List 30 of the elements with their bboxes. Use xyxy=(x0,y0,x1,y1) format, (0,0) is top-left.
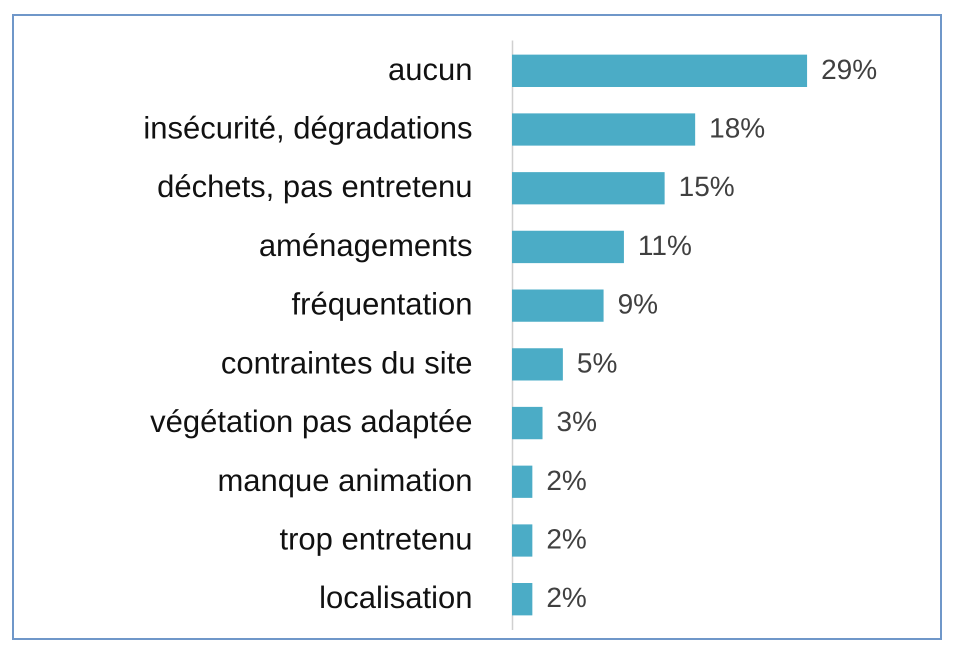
data-label: 3% xyxy=(556,406,597,438)
y-tick-label: insécurité, dégradations xyxy=(143,110,472,146)
bar xyxy=(512,406,543,440)
data-label: 2% xyxy=(546,523,587,554)
data-label: 29% xyxy=(821,54,878,85)
bar xyxy=(512,348,563,380)
data-label: 15% xyxy=(678,171,735,202)
data-label: 2% xyxy=(546,582,587,614)
y-tick-label: aménagements xyxy=(258,228,472,263)
y-tick-label: fréquentation xyxy=(292,286,472,322)
data-label: 18% xyxy=(709,112,766,144)
bar xyxy=(512,54,808,87)
y-tick-label: localisation xyxy=(319,580,472,616)
bar xyxy=(512,172,665,204)
bar xyxy=(512,583,532,616)
bar xyxy=(512,113,696,146)
y-tick-label: trop entretenu xyxy=(279,521,472,556)
bar xyxy=(512,230,624,264)
y-tick-label: végétation pas adaptée xyxy=(150,404,472,440)
bar xyxy=(512,524,532,557)
y-tick-label: déchets, pas entretenu xyxy=(157,169,472,204)
data-label: 2% xyxy=(546,464,587,496)
data-label: 5% xyxy=(576,347,618,378)
y-tick-label: contraintes du site xyxy=(220,345,472,380)
data-label: 9% xyxy=(618,288,658,320)
bar xyxy=(512,466,532,498)
y-tick-label: manque animation xyxy=(217,462,472,498)
y-tick-label: aucun xyxy=(388,52,472,87)
data-label: 11% xyxy=(638,230,692,261)
bar xyxy=(512,290,604,322)
